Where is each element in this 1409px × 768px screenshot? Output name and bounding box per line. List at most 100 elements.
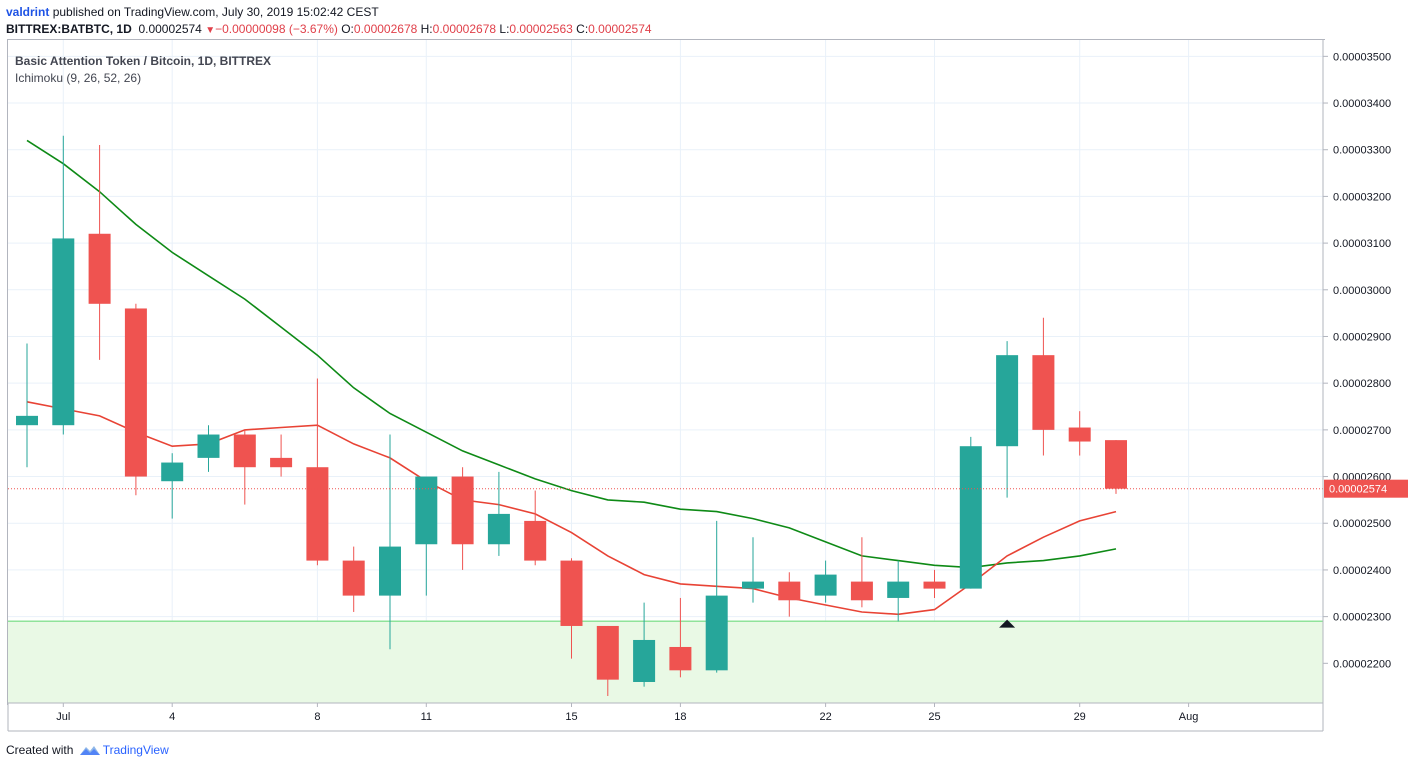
candle [197,425,220,472]
price-tick-label: 0.00002800 [1333,378,1391,390]
candle [923,569,946,598]
time-tick-label: 4 [169,711,175,723]
footer: Created with TradingView [6,742,169,758]
price-tick-label: 0.00003300 [1333,145,1391,157]
price-tick-label: 0.00002900 [1333,331,1391,343]
legend-indicator[interactable]: Ichimoku (9, 26, 52, 26) [15,71,142,85]
candle [1032,317,1055,456]
chart-legend: Basic Attention Token / Bitcoin, 1D, BIT… [15,53,271,87]
candle [850,537,873,608]
candle-body [233,434,256,468]
legend-title: Basic Attention Token / Bitcoin, 1D, BIT… [15,54,272,68]
created-with-text: Created with [6,743,74,757]
time-tick-label: 11 [421,711,432,723]
time-tick-label: Jul [56,711,70,723]
candle-body [124,308,147,477]
candle [887,560,910,622]
last-price: 0.00002574 [138,22,202,36]
symbol-name[interactable]: BITTREX:BATBTC, 1D [6,22,132,36]
symbol-bar: BITTREX:BATBTC, 1D 0.00002574 ▼−0.000000… [6,21,652,39]
candle [270,434,293,477]
candle [996,341,1019,498]
time-tick-label: 8 [314,711,320,723]
candle-body [887,581,910,598]
price-tick-label: 0.00003500 [1333,51,1391,63]
candle [88,145,111,360]
candle-body [379,546,401,596]
candle [778,572,801,617]
time-tick-label: 25 [928,711,940,723]
candle-body [197,434,220,458]
candle-body [705,595,728,671]
candle [1068,411,1091,456]
price-tick-label: 0.00002300 [1333,612,1391,624]
candle-body [52,238,75,426]
price-tick-label: 0.00003000 [1333,285,1391,297]
candle [560,558,583,659]
candle-body [996,355,1019,447]
low-label: L: [499,22,510,36]
time-tick-label: 18 [674,711,686,723]
price-tick-label: 0.00003200 [1333,191,1391,203]
candle [161,453,184,519]
price-tick-label: 0.00002200 [1333,658,1391,670]
candle-body [1068,427,1091,442]
last-price-badge [1324,479,1408,498]
candle-body [633,639,656,682]
publish-info: valdrint published on TradingView.com, J… [6,4,379,20]
tradingview-brand-link[interactable]: TradingView [102,743,169,757]
candle-body [342,560,365,596]
price-tick-label: 0.00003100 [1333,238,1391,250]
candle [705,520,728,673]
time-tick-label: 22 [819,711,831,723]
marker-triangle-icon [999,619,1016,628]
candle [814,560,837,603]
candle [451,467,474,570]
candle-body [560,560,583,626]
candle [742,537,764,603]
open-value: 0.00002678 [353,22,418,36]
candle-body [669,646,692,671]
down-arrow-icon: ▼ [205,25,216,36]
price-change: −0.00000098 (−3.67%) [215,22,338,36]
candle [52,135,75,435]
chart-frame [7,39,1325,705]
candle [959,436,982,589]
candle [233,429,256,505]
high-value: 0.00002678 [432,22,497,36]
candle-body [451,476,474,545]
support-zone [8,621,1323,703]
candle-body [1105,440,1127,489]
candle-body [850,581,873,601]
candle-body [16,415,38,426]
last-price-label: 0.00002574 [1329,484,1387,496]
candle [306,378,329,566]
candle [16,343,38,468]
candle-body [814,574,837,596]
candle-body [88,233,111,304]
candle-body [270,457,293,468]
candle-body [959,446,982,589]
candle [524,490,547,566]
close-label: C: [576,22,589,36]
author-link[interactable]: valdrint [6,5,50,19]
time-tick-label: 15 [565,711,577,723]
candle [633,602,656,687]
candle-body [524,520,547,561]
candle [379,434,401,650]
low-value: 0.00002563 [509,22,573,36]
publish-text: published on TradingView.com, July 30, 2… [52,5,379,19]
candle-body [923,581,946,589]
high-label: H: [420,22,433,36]
ichimoku-line-green [26,139,1117,569]
candle-body [306,467,329,561]
price-tick-label: 0.00003400 [1333,98,1391,110]
candle [342,546,365,612]
candle [487,471,510,556]
tradingview-logo-icon [79,746,100,755]
candle-body [778,581,801,601]
price-tick-label: 0.00002400 [1333,565,1391,577]
candle [669,597,692,678]
candle-body [415,476,438,545]
